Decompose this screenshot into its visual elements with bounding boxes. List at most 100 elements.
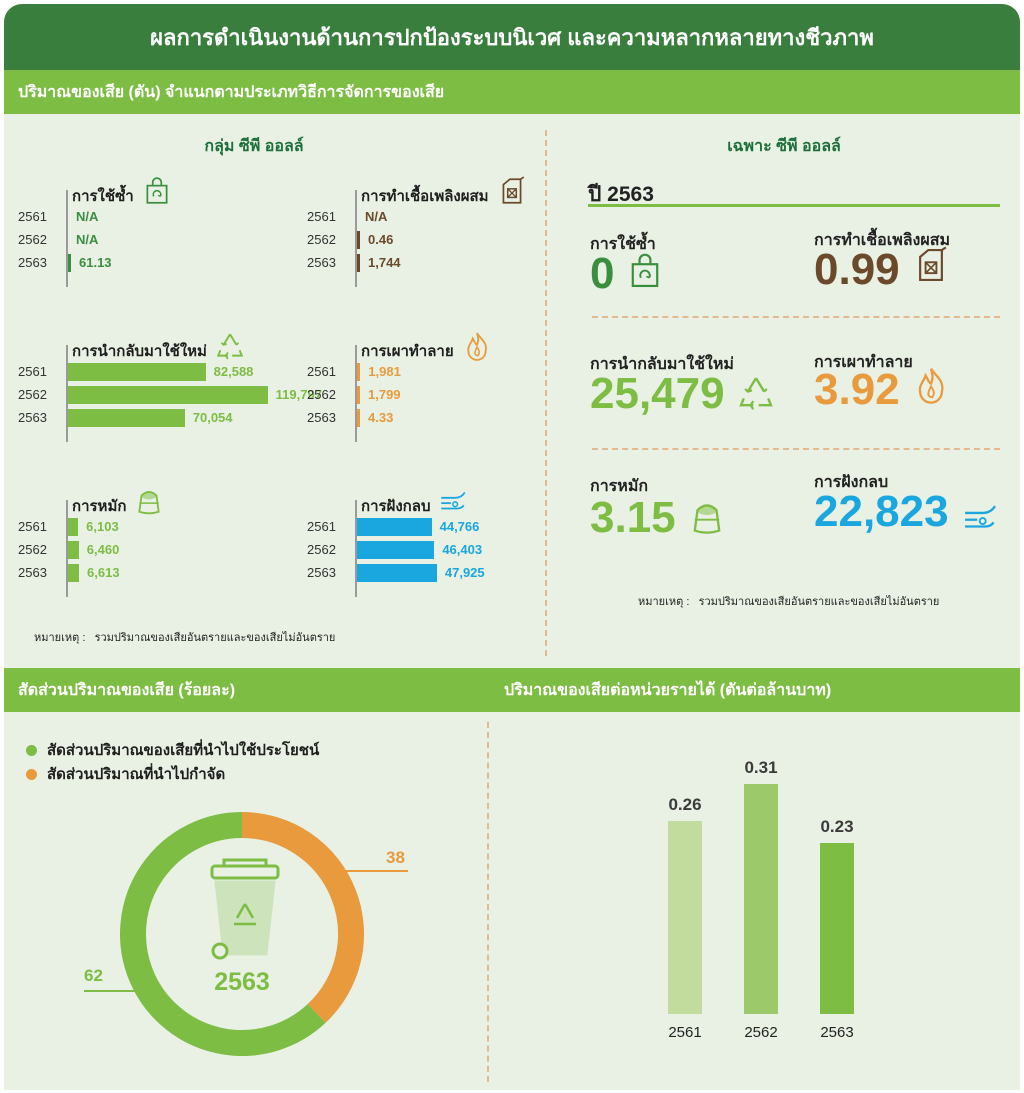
year-label: 2563 [307,565,336,580]
year-label: 2562 [307,232,336,247]
reuse-bag-icon [631,253,659,288]
recycle-icon [739,377,773,410]
mini-chart-recycle: การนำกลับมาใช้ใหม่ 2561 82,588 2562 119,797 2… [18,333,322,442]
landfill-hand-icon [961,498,999,541]
mini-bar [357,518,432,536]
mini-bar-value: 0.46 [368,232,394,247]
mini-bar [68,564,80,582]
bottom-divider [487,722,489,1082]
flame-icon [462,331,492,366]
mini-chart-title: การหมัก [72,498,127,515]
mini-axis [66,345,68,442]
fuel-can-icon [919,246,947,282]
intensity-bar-category: 2561 [668,1024,702,1041]
mini-chart-title: การใช้ซ้ำ [72,188,134,205]
reuse-bag-icon [142,176,172,211]
intensity-bar-value: 0.31 [744,758,778,777]
page-title: ผลการดำเนินงานด้านการปกป้องระบบนิเวศ และ… [4,4,1020,70]
mini-bar-value: 44,766 [439,519,480,534]
mini-axis [355,500,357,597]
mini-axis [66,190,68,287]
section-header-intensity: ปริมาณของเสียต่อหน่วยรายได้ (ตันต่อล้านบ… [480,668,1020,712]
landfill-hand-icon [965,505,996,528]
mini-bar-value: 1,744 [368,255,401,270]
donut-chart [120,812,364,1056]
stat-label-fuel: การทำเชื้อเพลิงผสม [814,232,951,249]
compost-sack-icon [688,498,726,541]
mini-chart-incineration: การเผาทำลาย 2561 1,981 2562 1,799 2563 4.33 [307,332,537,442]
fuel-can-icon [497,176,527,211]
mini-bar-value: 6,613 [87,565,120,580]
note-text: รวมปริมาณของเสียอันตรายและของเสียไม่อันต… [698,596,940,608]
mini-bar [68,363,206,381]
flame-icon [918,368,944,404]
year-label: 2561 [307,364,336,379]
section-header-waste-method: ปริมาณของเสีย (ตัน) จำแนกตามประเภทวิธีกา… [4,70,1020,114]
company-year: ปี 2563 [588,183,654,206]
mini-bar [357,254,360,272]
fuel-can-icon [502,176,525,204]
intensity-bar-chart: 0.26 2561 0.31 2562 0.23 2563 [644,744,944,1044]
recycle-bin-icon [210,858,280,960]
stat-value-reuse: 0 [590,249,615,298]
mini-bar-value: 6,103 [86,519,119,534]
mini-bar [68,541,79,559]
mini-bar [357,386,360,404]
mini-chart-fuel: การทำเชื้อเพลิงผสม 2561 N/A 2562 0.46 2563 1,7… [307,176,537,287]
mini-bar-value: 4.33 [368,410,394,425]
legend-label-disposed: สัดส่วนปริมาณที่นำไปกำจัด [47,766,226,783]
flame-icon [912,366,950,409]
year-label: 2561 [18,519,47,534]
donut-slice-disposed [241,812,364,1023]
mini-bar-value: 47,925 [444,565,485,580]
year-label: 2562 [18,232,47,247]
mini-chart-landfill: การฝังกลบ 2561 44,766 2562 46,403 2563 47,925 [307,491,537,609]
year-label: 2563 [18,255,47,270]
leader-line-disposed [342,870,408,872]
donut-label-utilized: 62 [84,966,103,985]
flame-icon [467,332,487,361]
fuel-can-icon [912,246,950,289]
mini-bar-value: N/A [365,209,388,224]
stat-label-recycle: การนำกลับมาใช้ใหม่ [590,356,734,373]
mini-axis [355,190,357,287]
year-label: 2563 [307,410,336,425]
intensity-bar [668,821,702,1014]
note-label: หมายเหตุ : [34,632,86,644]
compost-sack-icon [134,486,164,521]
stat-label-reuse: การใช้ซ้ำ [590,236,656,253]
mini-bar [68,409,185,427]
reuse-bag-icon [626,252,664,295]
intensity-bar [744,784,778,1014]
intensity-bar-value: 0.23 [820,817,854,837]
mini-bar [68,254,71,272]
year-label: 2562 [307,387,336,402]
donut-label-disposed: 38 [386,848,405,867]
legend-dot-green [26,744,37,756]
mini-bar-value: 6,460 [86,542,120,557]
mini-bar-value: 82,588 [213,364,254,379]
mini-bar [68,518,79,536]
legend-dot-orange [26,768,37,780]
mini-bar-value: 46,403 [442,542,483,557]
reuse-bag-icon [146,177,168,204]
year-label: 2562 [18,542,47,557]
mini-bar [357,409,360,427]
note-company: หมายเหตุ : รวมปริมาณของเสียอันตรายและของ… [638,592,939,610]
mini-bar [357,363,361,381]
stats-divider-1 [592,316,1000,318]
mini-chart-title: การทำเชื้อเพลิงผสม [361,188,489,205]
year-label: 2562 [18,387,47,402]
year-label: 2561 [307,209,336,224]
legend-item-disposed: สัดส่วนปริมาณที่นำไปกำจัด [26,762,225,786]
stat-value-incineration: 3.92 [814,365,900,414]
landfill-hand-icon [438,486,468,521]
column-divider [545,130,547,656]
mini-bar [357,231,360,249]
mini-bar-value: 70,054 [192,410,233,425]
donut-slice-utilized [120,812,326,1056]
compost-sack-icon [138,490,160,515]
intensity-bar-category: 2562 [744,1024,778,1041]
mini-chart-compost: การหมัก 2561 6,103 2562 6,460 2563 6,613 [18,490,278,609]
mini-bar-value: N/A [76,232,99,247]
